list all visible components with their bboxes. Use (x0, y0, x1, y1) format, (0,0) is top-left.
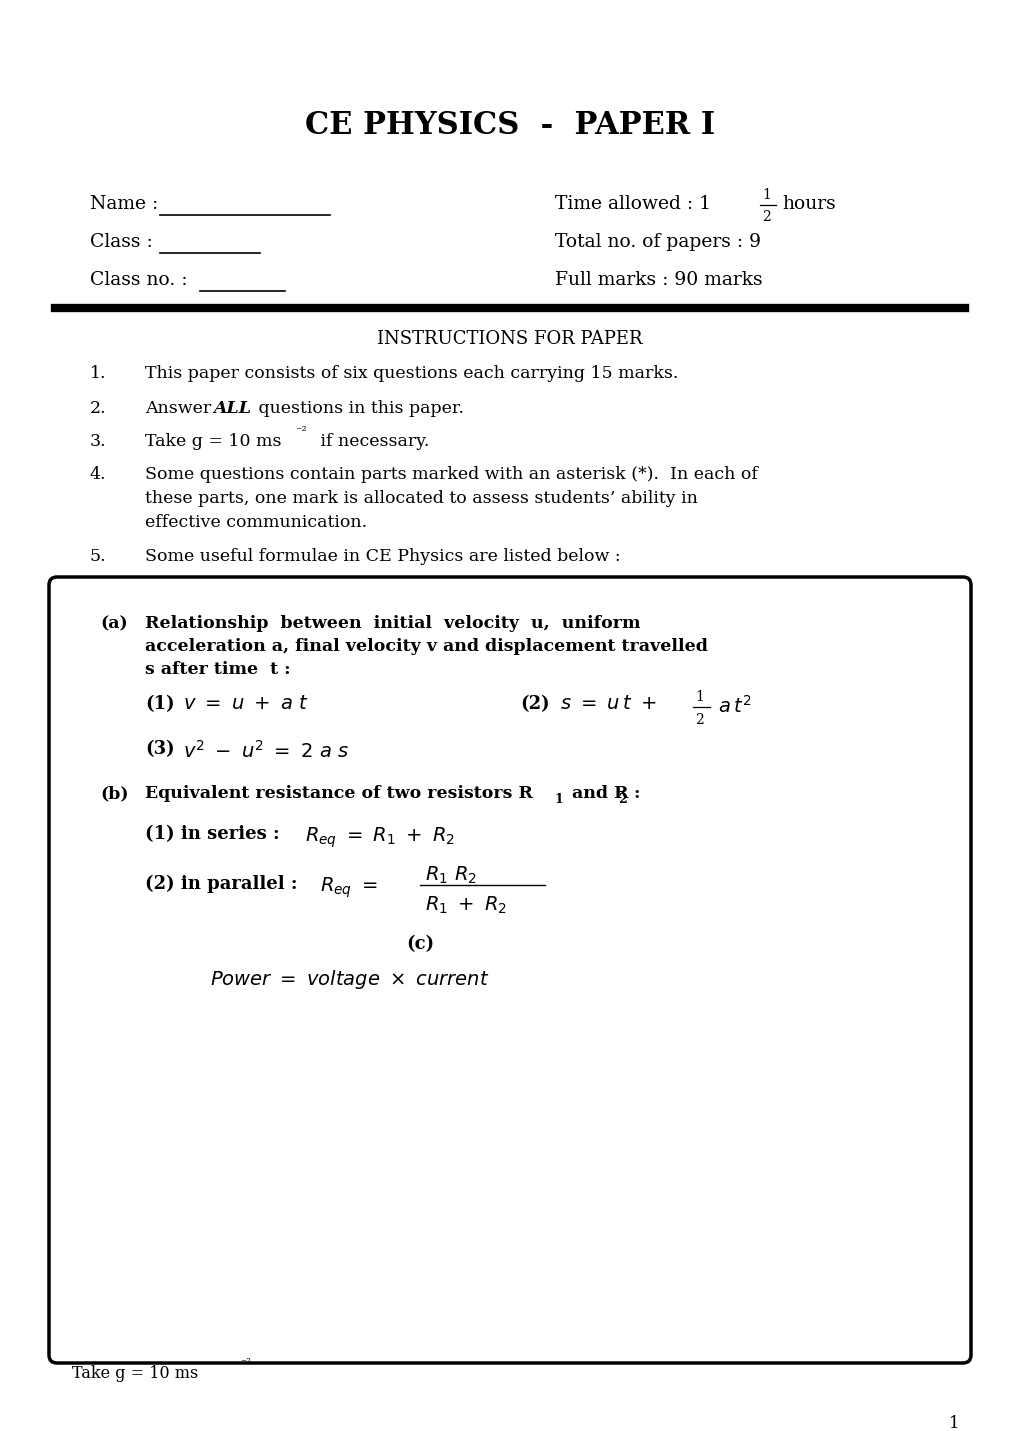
Text: Some questions contain parts marked with an asterisk (*).  In each of: Some questions contain parts marked with… (145, 467, 757, 484)
Text: hours: hours (782, 195, 835, 213)
Text: 2: 2 (761, 210, 770, 225)
Text: 2: 2 (694, 713, 703, 727)
Text: 4.: 4. (90, 467, 106, 484)
FancyBboxPatch shape (49, 577, 970, 1362)
Text: (c): (c) (406, 934, 434, 953)
Text: $a\,t^2$: $a\,t^2$ (717, 695, 751, 717)
Text: INSTRUCTIONS FOR PAPER: INSTRUCTIONS FOR PAPER (377, 331, 642, 348)
Text: This paper consists of six questions each carrying 15 marks.: This paper consists of six questions eac… (145, 365, 678, 382)
Text: (2): (2) (520, 695, 549, 713)
Text: 1: 1 (554, 793, 564, 806)
Text: Take g = 10 ms: Take g = 10 ms (72, 1365, 198, 1382)
Text: 1: 1 (949, 1415, 959, 1431)
Text: CE PHYSICS  -  PAPER I: CE PHYSICS - PAPER I (305, 110, 714, 142)
Text: ⁻²: ⁻² (239, 1357, 251, 1369)
Text: Full marks : 90 marks: Full marks : 90 marks (554, 270, 762, 289)
Text: $s\ =\ u\,t\ +$: $s\ =\ u\,t\ +$ (559, 695, 656, 713)
Text: (3): (3) (145, 740, 174, 758)
Text: $Power\ =\ voltage\ \times\ current$: $Power\ =\ voltage\ \times\ current$ (210, 967, 489, 992)
Text: $R_{eq}\ =\ R_1\ +\ R_2$: $R_{eq}\ =\ R_1\ +\ R_2$ (305, 826, 454, 850)
Text: 3.: 3. (90, 434, 107, 449)
Text: (1) in series :: (1) in series : (145, 826, 279, 843)
Text: $R_1\ +\ R_2$: $R_1\ +\ R_2$ (425, 894, 506, 916)
Text: $v^2\ -\ u^2\ =\ 2\ a\ s$: $v^2\ -\ u^2\ =\ 2\ a\ s$ (182, 740, 348, 761)
Text: ⁻²: ⁻² (294, 425, 307, 438)
Text: effective communication.: effective communication. (145, 514, 367, 531)
Text: Total no. of papers : 9: Total no. of papers : 9 (554, 233, 760, 250)
Text: (a): (a) (100, 615, 127, 633)
Text: and R: and R (566, 786, 628, 801)
Text: $R_{eq}\ =$: $R_{eq}\ =$ (320, 874, 377, 900)
Text: Relationship  between  initial  velocity  u,  uniform: Relationship between initial velocity u,… (145, 615, 640, 633)
Text: 5.: 5. (90, 548, 107, 565)
Text: $v\ =\ u\ +\ a\ t$: $v\ =\ u\ +\ a\ t$ (182, 695, 309, 713)
Text: 2.: 2. (90, 401, 107, 416)
Text: (2) in parallel :: (2) in parallel : (145, 874, 298, 893)
Text: 2: 2 (618, 793, 626, 806)
Text: ALL: ALL (213, 401, 251, 416)
Text: 1.: 1. (90, 365, 106, 382)
Text: Time allowed : 1: Time allowed : 1 (554, 195, 710, 213)
Text: Some useful formulae in CE Physics are listed below :: Some useful formulae in CE Physics are l… (145, 548, 620, 565)
Text: questions in this paper.: questions in this paper. (253, 401, 464, 416)
Text: acceleration a, final velocity v and displacement travelled: acceleration a, final velocity v and dis… (145, 638, 707, 655)
Text: Answer: Answer (145, 401, 217, 416)
Text: Name :: Name : (90, 195, 158, 213)
Text: s after time  t :: s after time t : (145, 661, 290, 678)
Text: (b): (b) (100, 786, 128, 801)
Text: :: : (628, 786, 640, 801)
Text: $R_1\ R_2$: $R_1\ R_2$ (425, 864, 477, 886)
Text: 1: 1 (694, 690, 703, 704)
Text: Take g = 10 ms: Take g = 10 ms (145, 434, 281, 449)
Text: these parts, one mark is allocated to assess students’ ability in: these parts, one mark is allocated to as… (145, 489, 697, 507)
Text: Equivalent resistance of two resistors R: Equivalent resistance of two resistors R (145, 786, 532, 801)
Text: 1: 1 (761, 187, 770, 202)
Text: Class :: Class : (90, 233, 153, 250)
Text: if necessary.: if necessary. (315, 434, 429, 449)
Text: Class no. :: Class no. : (90, 270, 187, 289)
Text: (1): (1) (145, 695, 174, 713)
